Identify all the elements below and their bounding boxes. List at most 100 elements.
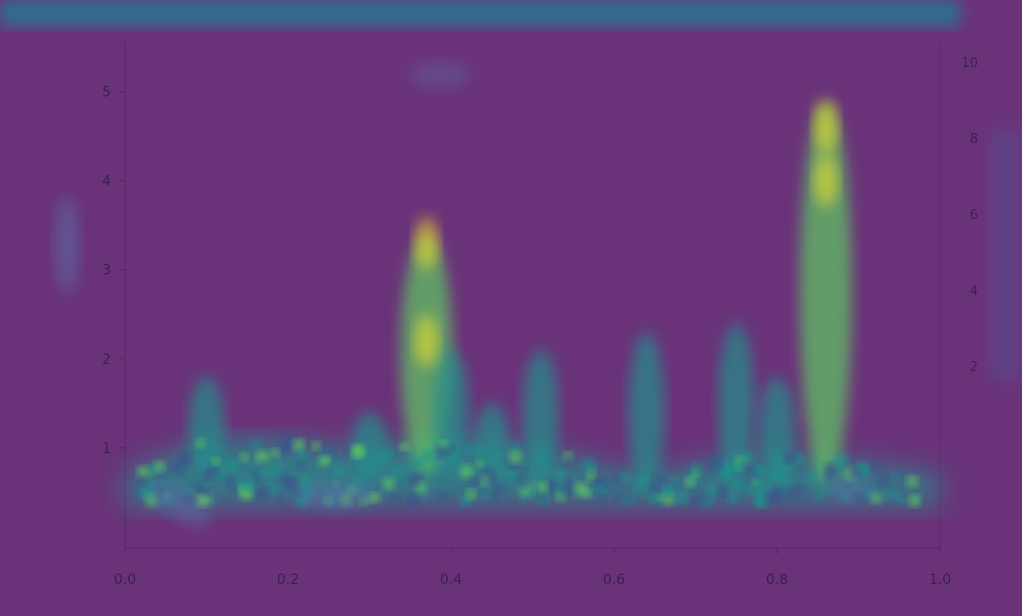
density-point [883,489,895,501]
density-point [765,490,780,505]
density-point [658,476,666,484]
density-hotspot [813,154,838,207]
density-point [382,477,395,490]
density-point [753,478,760,486]
density-point [191,483,203,494]
density-point [649,481,661,493]
density-point [227,483,236,492]
density-point [692,463,702,473]
colorbar-tick-label: 2 [970,360,978,375]
density-point [900,492,907,499]
density-point [755,482,770,496]
density-point [528,489,538,500]
density-point [255,450,269,464]
density-point [292,439,305,451]
density-point [563,456,574,467]
density-point [614,492,625,503]
density-point [635,473,648,487]
density-peak [522,349,559,480]
top-band [0,0,960,26]
outlier-blobs [55,61,872,527]
density-point [253,474,262,483]
density-point [835,453,848,467]
density-point [741,452,754,465]
colorbar-tick-label: 8 [970,132,978,147]
x-axis: 0.0 0.2 0.4 0.6 0.8 1.0 [114,548,951,588]
density-point [489,491,499,502]
density-peak [188,376,225,475]
density-point [137,476,148,487]
density-point [597,484,608,496]
density-point [200,488,210,497]
density-point [482,492,491,501]
density-point [464,445,472,453]
y-tick-label: 3 [102,263,111,279]
density-point [814,492,823,501]
density-hotspot [414,217,439,270]
density-point [459,465,474,479]
density-point [202,469,213,481]
density-point [398,443,405,450]
density-point [519,493,528,503]
density-point [674,490,689,505]
density-point [823,462,837,475]
density-point [178,452,186,460]
density-point [323,444,336,457]
density-point [590,484,600,494]
density-hotspot [414,314,439,367]
density-point [852,469,863,480]
density-point [784,452,796,464]
density-point [258,466,269,477]
density-point [741,462,751,472]
y-tick-label: 2 [102,352,111,368]
density-peak [473,403,510,480]
density-point [719,466,733,479]
density-point [486,475,497,487]
density-point [560,484,571,495]
density-point [504,466,517,479]
colorbar: 2 4 6 8 10 [961,56,1020,380]
density-point [877,475,890,487]
density-point [352,445,365,458]
density-point [407,493,421,507]
density-point [662,493,675,506]
density-point [331,462,346,477]
density-point [908,495,920,507]
density-point [773,456,784,466]
y-tick-label: 5 [102,85,111,101]
x-tick-label: 0.8 [766,572,788,588]
density-point [270,448,280,458]
density-point [871,489,878,496]
density-peak [628,332,665,496]
density-point [171,461,186,475]
density-point [582,459,596,473]
density-point [611,475,621,485]
density-peak [799,100,852,486]
density-point [412,480,420,487]
density-point [732,459,745,472]
density-point [466,489,477,500]
density-point [211,498,218,505]
density-point [379,449,393,463]
density-layer [125,100,940,508]
density-point [782,462,794,474]
density-point [793,453,805,465]
density-point [895,493,903,500]
density-point [732,476,745,490]
density-point [451,450,460,459]
colorbar-tick-label: 6 [970,208,978,223]
density-point [758,458,766,465]
density-point [286,477,300,491]
density-point [574,482,587,496]
density-point [195,438,205,448]
density-peak [351,412,388,480]
density-point [266,483,279,496]
x-tick-label: 0.0 [114,572,136,588]
density-point [260,489,270,499]
density-point [212,457,221,466]
density-point [422,449,435,463]
x-tick-label: 1.0 [929,572,951,588]
density-point [536,481,548,493]
density-point [564,476,571,483]
density-point [282,434,296,448]
